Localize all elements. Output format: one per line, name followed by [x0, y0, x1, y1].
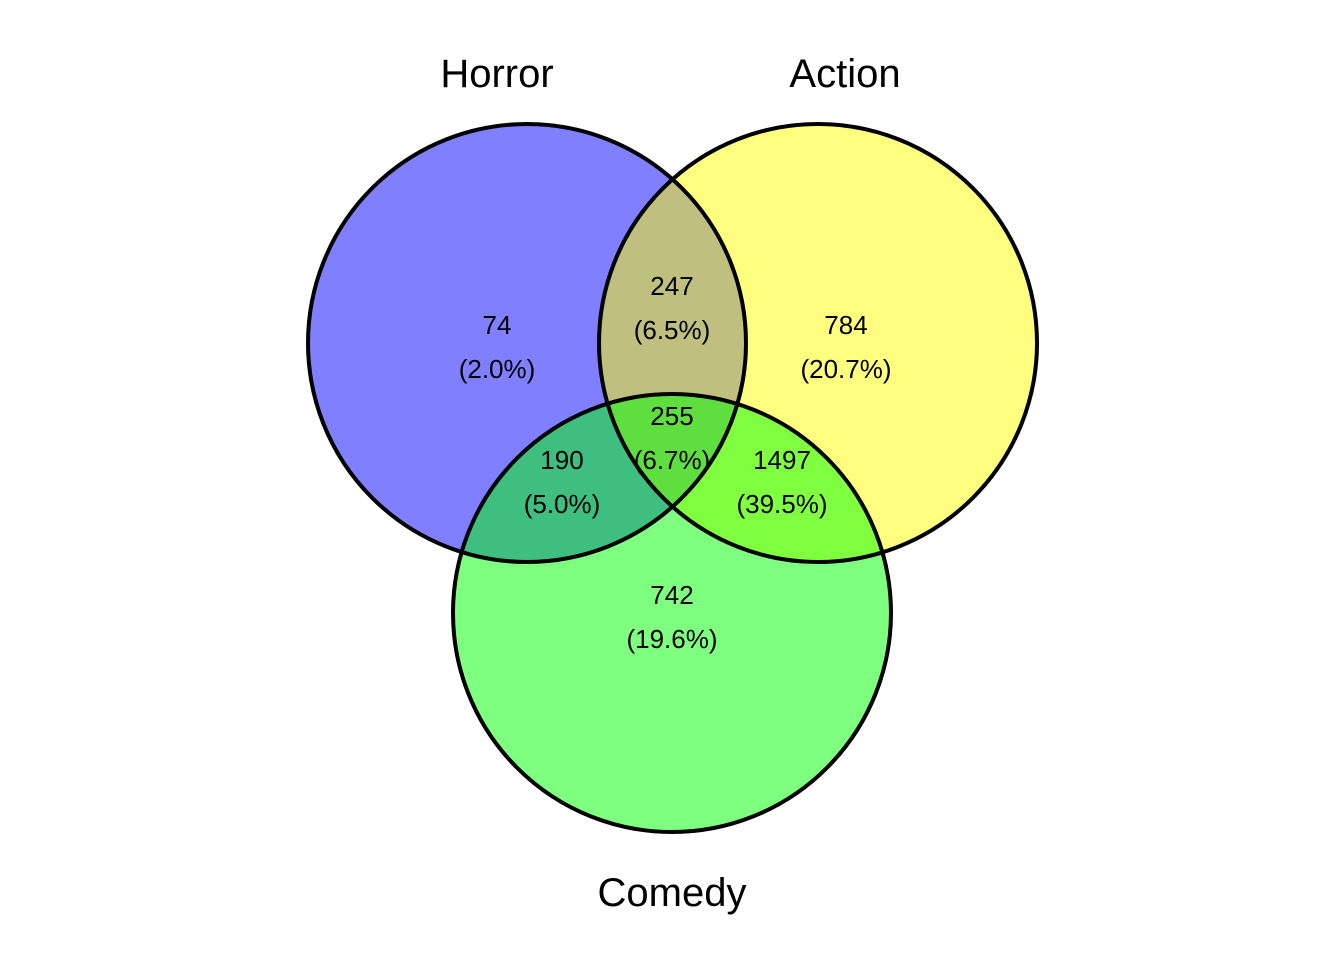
- all-three-count: 255: [650, 401, 693, 431]
- horror-only-pct: (2.0%): [459, 354, 536, 384]
- horror-comedy-pct: (5.0%): [524, 489, 601, 519]
- horror-action-count: 247: [650, 271, 693, 301]
- action-only-count: 784: [824, 310, 867, 340]
- action-only-pct: (20.7%): [800, 354, 891, 384]
- comedy-only-count: 742: [650, 580, 693, 610]
- action-comedy-count: 1497: [753, 445, 811, 475]
- horror-circle-outline: [306, 122, 748, 564]
- action-circle-outline: [597, 122, 1039, 564]
- action-comedy-pct: (39.5%): [736, 489, 827, 519]
- all-three-pct: (6.7%): [634, 445, 711, 475]
- horror-only-count: 74: [483, 310, 512, 340]
- horror-comedy-count: 190: [540, 445, 583, 475]
- action-label: Action: [789, 52, 900, 96]
- horror-action-pct: (6.5%): [634, 315, 711, 345]
- horror-label: Horror: [440, 52, 553, 96]
- comedy-circle-outline: [451, 392, 893, 834]
- comedy-circle: [453, 394, 891, 832]
- comedy-only-pct: (19.6%): [626, 624, 717, 654]
- comedy-label: Comedy: [598, 871, 747, 915]
